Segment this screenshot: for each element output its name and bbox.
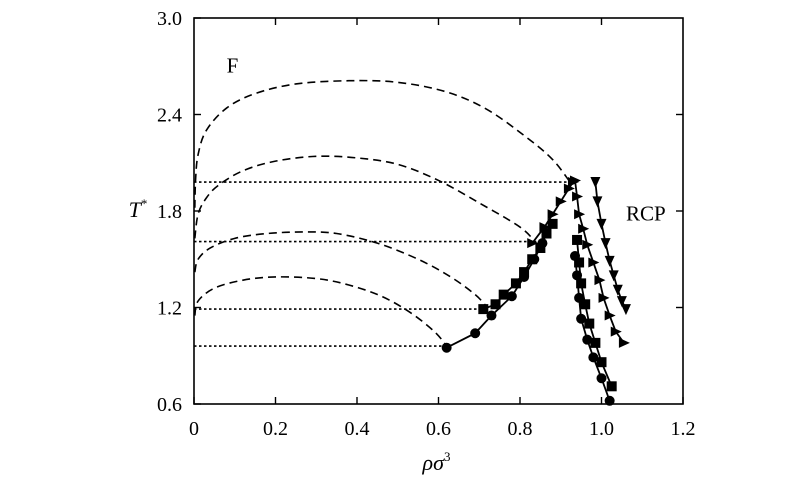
data-point [574,209,586,220]
axis-layer: 0 0.2 0.4 0.6 0.8 1.0 1.2 0.6 1.2 1.8 2.4 3.0 [157,8,696,440]
data-point [574,257,585,268]
annotation-layer: F RCP [227,54,666,226]
data-point [563,183,575,194]
data-point [486,310,497,321]
series-solid-10 [527,177,579,249]
series-solid-14 [590,177,631,316]
data-point [576,278,587,289]
data-point [539,222,551,233]
data-point [596,357,607,368]
x-tick-label: 0.2 [263,418,288,440]
data-point [582,239,594,250]
y-tick-label: 1.2 [157,298,182,320]
data-point [592,196,603,208]
data-point [527,238,539,249]
series-line [194,231,488,309]
data-point [620,304,631,316]
data-point [527,254,538,265]
x-axis-label: ρσ3 [422,449,451,475]
data-point [618,337,630,348]
data-point [570,175,582,186]
data-point [588,352,599,363]
y-tick-label: 1.8 [157,201,182,223]
data-point [572,191,584,202]
data-point [490,299,501,310]
data-point [535,242,546,253]
series-dashed-0 [194,79,570,208]
series-solid-12 [572,234,617,392]
data-point [610,326,622,337]
data-point [596,218,607,230]
data-point [616,296,627,308]
data-point [478,304,489,315]
data-point [547,209,559,220]
plot-frame [193,17,684,405]
series-line [194,79,570,208]
data-point [578,223,590,234]
y-axis-label: T* [129,196,148,222]
data-point [441,342,452,353]
data-point [608,270,619,282]
series-line [194,276,448,347]
x-tick-label: 0.8 [508,418,533,440]
data-point [604,255,615,267]
x-tick-label: 1.2 [671,418,696,440]
y-axis-label-sup: * [141,196,148,211]
data-point [598,292,610,303]
y-axis-label-main: T [129,197,143,222]
data-point [590,337,601,348]
data-point [582,334,593,345]
annotation-label: F [227,54,239,78]
data-point [606,381,617,392]
series-dashed-3 [194,276,448,347]
x-axis-label-main: ρσ [422,450,446,475]
data-point [594,275,606,286]
data-point [604,310,616,321]
x-tick-label: 1.0 [589,418,614,440]
data-point [498,289,509,300]
data-point [506,291,517,302]
data-point [547,218,558,229]
data-point [519,267,530,278]
series-line [194,155,537,244]
series-dashed-1 [194,155,537,244]
series-dashed-2 [194,231,488,309]
data-point [576,313,587,324]
data-point [588,257,600,268]
data-point [470,328,481,339]
y-tick-label: 2.4 [157,105,182,127]
data-point [596,373,607,384]
plot-layer [194,79,631,406]
y-tick-label: 0.6 [157,394,182,416]
y-tick-label: 3.0 [157,8,182,30]
data-point [555,196,567,207]
data-point [584,318,595,329]
x-axis-label-sup: 3 [444,449,451,464]
data-point [572,234,583,245]
series-solid-9 [478,218,558,315]
data-point [612,284,623,296]
x-tick-label: 0.6 [426,418,451,440]
x-tick-label: 0.4 [345,418,370,440]
data-point [580,299,591,310]
data-point [510,278,521,289]
annotation-label: RCP [626,202,666,226]
data-point [590,177,601,189]
x-tick-label: 0 [189,418,199,440]
data-point [541,228,552,239]
series-solid-13 [570,175,630,348]
data-point [600,238,611,250]
